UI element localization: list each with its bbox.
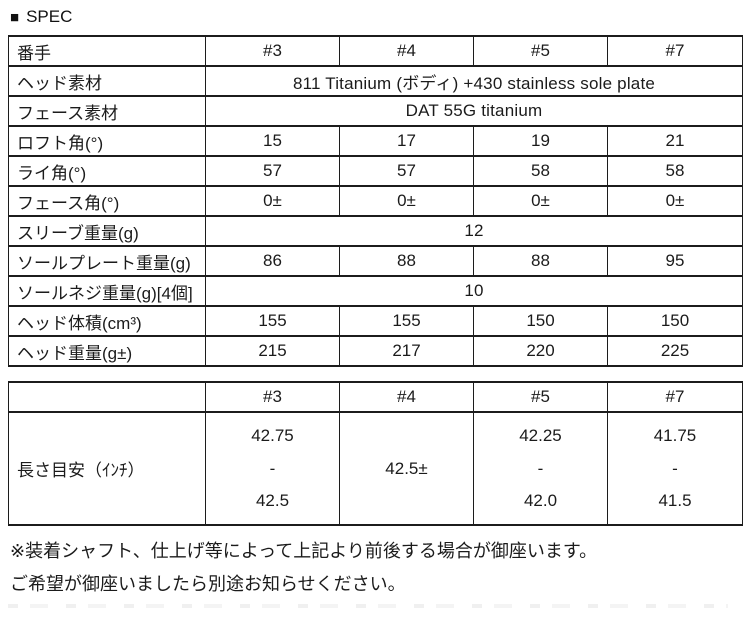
length-column-header-7: #7 [607,381,743,413]
row-label-sole-screw-weight: ソールネジ重量(g)[4個] [8,275,206,307]
sole-screw-weight-value: 10 [205,275,743,307]
square-bullet-icon: ■ [10,8,20,26]
column-header-4: #4 [339,35,474,67]
length-3-min: 42.5 [255,491,290,511]
row-label-head-weight: ヘッド重量(g±) [8,335,206,367]
table-row-head-material: ヘッド素材 811 Titanium (ボディ) +430 stainless … [8,65,743,97]
sole-plate-weight-4: 88 [339,245,474,277]
length-3-max: 42.75 [251,425,294,445]
length-column-header-5: #5 [473,381,608,413]
length-7-dash: - [672,458,678,478]
row-label-sole-plate-weight: ソールプレート重量(g) [8,245,206,277]
sleeve-weight-value: 12 [205,215,743,247]
length-column-header-4: #4 [339,381,474,413]
lie-angle-3: 57 [205,155,340,187]
row-label-loft-angle: ロフト角(°) [8,125,206,157]
length-5-max: 42.25 [519,425,562,445]
table-row-sleeve-weight: スリーブ重量(g) 12 [8,215,743,247]
table-row-head-weight: ヘッド重量(g±) 215 217 220 225 [8,335,743,367]
face-material-value: DAT 55G titanium [205,95,743,127]
length-table-header-row: #3 #4 #5 #7 [8,381,743,413]
spec-table: 番手 #3 #4 #5 #7 ヘッド素材 811 Titanium (ボディ) … [8,35,743,367]
cutoff-next-line-top [8,604,728,608]
loft-angle-7: 21 [607,125,743,157]
face-angle-3: 0± [205,185,340,217]
table-row-head-volume: ヘッド体積(cm³) 155 155 150 150 [8,305,743,337]
face-angle-7: 0± [607,185,743,217]
column-header-7: #7 [607,35,743,67]
row-label-head-volume: ヘッド体積(cm³) [8,305,206,337]
length-value-4: 42.5± [339,411,474,526]
row-label-head-material: ヘッド素材 [8,65,206,97]
head-volume-7: 150 [607,305,743,337]
table-row-length-guide: 長さ目安（ｲﾝﾁ） 42.75 - 42.5 42.5± 42.25 - 42.… [8,411,743,526]
sole-plate-weight-3: 86 [205,245,340,277]
loft-angle-5: 19 [473,125,608,157]
table-row-face-angle: フェース角(°) 0± 0± 0± 0± [8,185,743,217]
length-range-3: 42.75 - 42.5 [205,411,340,526]
length-5-dash: - [537,458,544,478]
table-row-sole-plate-weight: ソールプレート重量(g) 86 88 88 95 [8,245,743,277]
row-label-face-material: フェース素材 [8,95,206,127]
section-title: ■ SPEC [10,6,742,28]
lie-angle-4: 57 [339,155,474,187]
lie-angle-5: 58 [473,155,608,187]
length-table: #3 #4 #5 #7 長さ目安（ｲﾝﾁ） 42.75 - 42.5 42.5±… [8,381,743,526]
table-row-face-material: フェース素材 DAT 55G titanium [8,95,743,127]
length-range-5: 42.25 - 42.0 [473,411,608,526]
row-label-face-angle: フェース角(°) [8,185,206,217]
sole-plate-weight-5: 88 [473,245,608,277]
note-contact-request: ご希望が御座いましたら別途お知らせください。 [10,574,406,594]
head-material-value: 811 Titanium (ボディ) +430 stainless sole p… [205,65,743,97]
lie-angle-7: 58 [607,155,743,187]
row-label-lie-angle: ライ角(°) [8,155,206,187]
table-row-club-number: 番手 #3 #4 #5 #7 [8,35,743,67]
column-header-5: #5 [473,35,608,67]
length-7-max: 41.75 [653,425,697,445]
head-volume-3: 155 [205,305,340,337]
face-angle-5: 0± [473,185,608,217]
footer-notes: ※装着シャフト、仕上げ等によって上記より前後する場合が御座います。 ご希望が御座… [10,538,742,597]
table-row-lie-angle: ライ角(°) 57 57 58 58 [8,155,743,187]
sole-plate-weight-7: 95 [607,245,743,277]
head-weight-4: 217 [339,335,474,367]
loft-angle-3: 15 [205,125,340,157]
length-3-dash: - [269,458,276,478]
length-column-header-3: #3 [205,381,340,413]
row-label-club-number: 番手 [8,35,206,67]
table-row-sole-screw-weight: ソールネジ重量(g)[4個] 10 [8,275,743,307]
note-shaft-disclaimer: ※装着シャフト、仕上げ等によって上記より前後する場合が御座います。 [10,541,598,561]
head-weight-5: 220 [473,335,608,367]
column-header-3: #3 [205,35,340,67]
table-row-loft-angle: ロフト角(°) 15 17 19 21 [8,125,743,157]
head-weight-3: 215 [205,335,340,367]
head-weight-7: 225 [607,335,743,367]
loft-angle-4: 17 [339,125,474,157]
length-5-min: 42.0 [523,491,558,511]
spec-page: ■ SPEC 番手 #3 #4 #5 #7 ヘッド素材 811 Titanium… [8,6,743,608]
length-header-empty-cell [8,381,206,413]
section-title-text: SPEC [26,7,73,26]
row-label-length-guide: 長さ目安（ｲﾝﾁ） [8,411,206,526]
length-range-7: 41.75 - 41.5 [607,411,743,526]
row-label-sleeve-weight: スリーブ重量(g) [8,215,206,247]
length-7-min: 41.5 [658,491,692,511]
head-volume-5: 150 [473,305,608,337]
face-angle-4: 0± [339,185,474,217]
head-volume-4: 155 [339,305,474,337]
